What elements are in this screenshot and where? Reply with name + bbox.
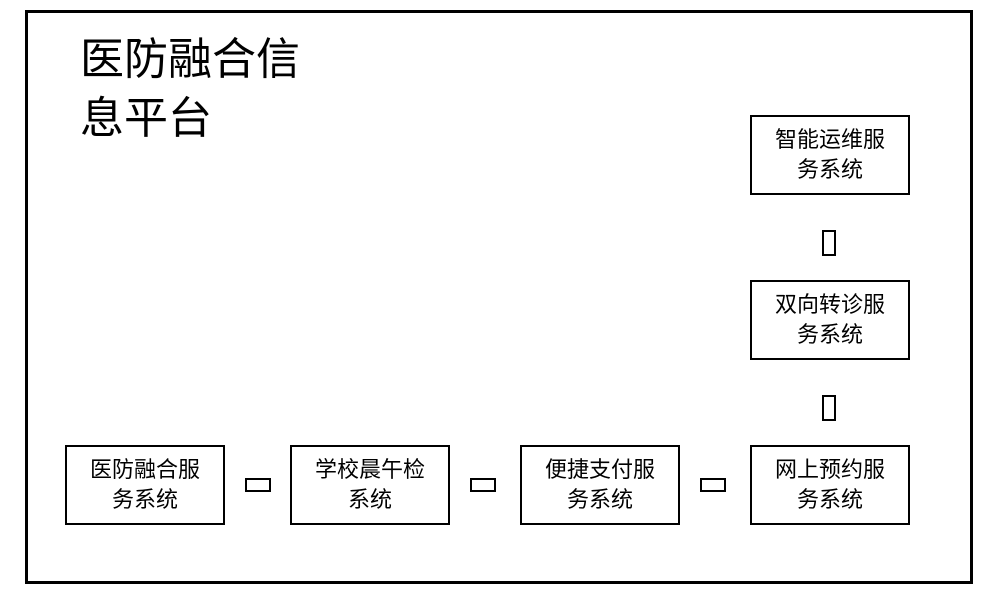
node-bidirectional-referral-service: 双向转诊服务系统 xyxy=(750,280,910,360)
node-medical-prevention-service: 医防融合服务系统 xyxy=(65,445,225,525)
node-school-inspection-system: 学校晨午检系统 xyxy=(290,445,450,525)
node-online-appointment-service: 网上预约服务系统 xyxy=(750,445,910,525)
connector-c34 xyxy=(700,478,726,492)
node-label: 网上预约服务系统 xyxy=(775,455,885,514)
connector-c23 xyxy=(470,478,496,492)
node-convenient-payment-service: 便捷支付服务系统 xyxy=(520,445,680,525)
node-label: 医防融合服务系统 xyxy=(90,455,200,514)
connector-c45 xyxy=(822,395,836,421)
node-intelligent-ops-service: 智能运维服务系统 xyxy=(750,115,910,195)
node-label: 便捷支付服务系统 xyxy=(545,455,655,514)
node-label: 学校晨午检系统 xyxy=(315,455,425,514)
diagram-title: 医防融合信息平台 xyxy=(80,30,300,149)
node-label: 智能运维服务系统 xyxy=(775,125,885,184)
node-label: 双向转诊服务系统 xyxy=(775,290,885,349)
connector-c12 xyxy=(245,478,271,492)
connector-c56 xyxy=(822,230,836,256)
